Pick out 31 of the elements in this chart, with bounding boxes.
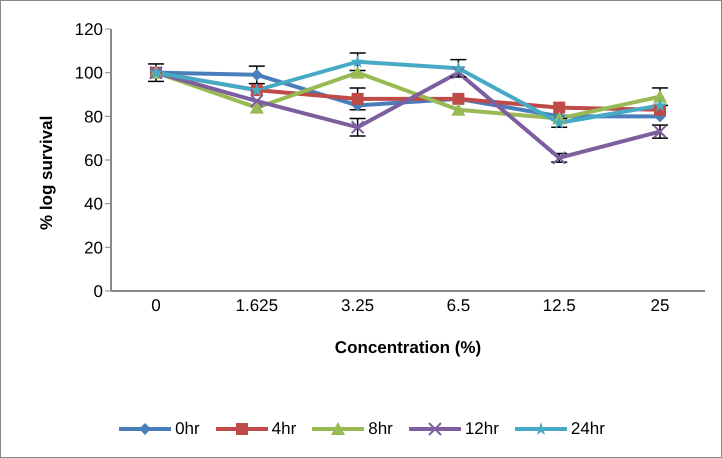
- point: [451, 102, 466, 116]
- y-tick-label: 100: [74, 64, 103, 83]
- legend-label: 0hr: [175, 419, 200, 439]
- point: [653, 98, 667, 112]
- y-tick-label: 120: [74, 20, 103, 40]
- point: [250, 94, 264, 108]
- x-tick-label: 0: [151, 296, 161, 316]
- x-tick-label: 1.625: [236, 296, 278, 316]
- y-tick-label: 40: [84, 194, 103, 214]
- point: [350, 54, 365, 68]
- y-axis-title: % log survival: [37, 116, 56, 230]
- y-tick-label: 20: [84, 238, 103, 258]
- point: [553, 102, 566, 114]
- x-tick-label: 3.25: [341, 296, 374, 316]
- legend-label: 24hr: [570, 419, 605, 439]
- point: [250, 100, 264, 114]
- point: [350, 66, 365, 79]
- x-tick-label: 25: [650, 296, 670, 316]
- x-tick-label: 12.5: [542, 296, 576, 316]
- point: [451, 66, 466, 80]
- legend-label: 12hr: [464, 419, 499, 439]
- point: [653, 90, 667, 103]
- legend-label: 4hr: [272, 419, 296, 439]
- point: [352, 92, 364, 105]
- y-tick-label: 80: [84, 107, 103, 126]
- y-tick-label: 60: [84, 151, 103, 170]
- x-tick-label: 6.5: [446, 296, 470, 316]
- legend-label: 8hr: [368, 419, 393, 439]
- point: [451, 61, 466, 74]
- y-tick-label: 0: [94, 282, 103, 302]
- x-axis-title: Concentration (%): [334, 338, 482, 357]
